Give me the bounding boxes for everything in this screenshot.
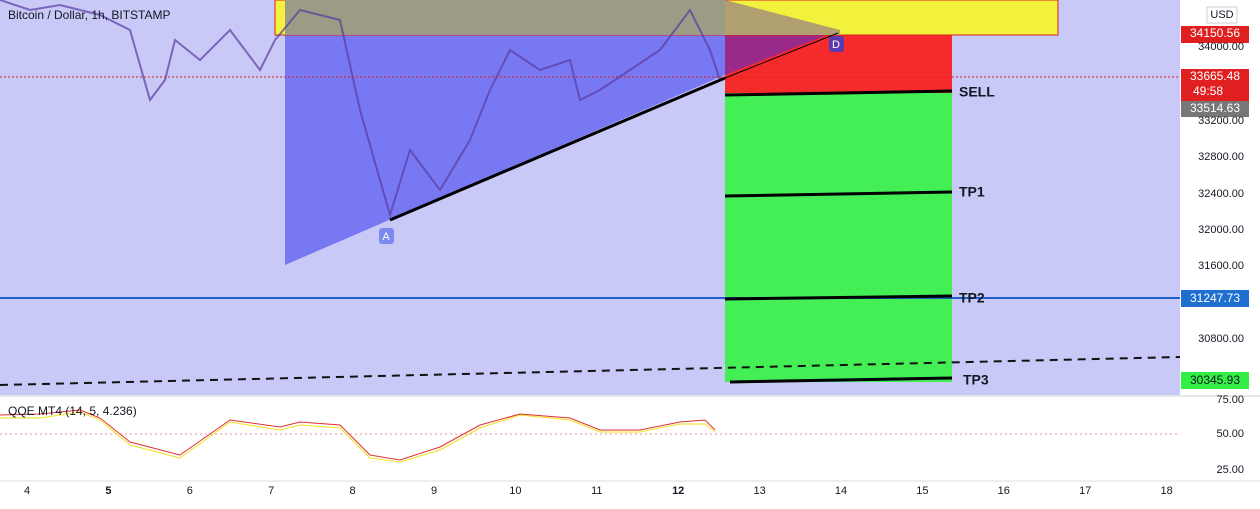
price-path xyxy=(0,0,721,219)
price-tick: 34000.00 xyxy=(1198,41,1244,53)
price-tag-bg xyxy=(1181,372,1249,389)
price-tag: 34150.56 xyxy=(1190,26,1240,40)
tp2-line xyxy=(724,294,953,301)
indicator-tick: 75.00 xyxy=(1216,394,1244,406)
time-tick: 7 xyxy=(268,485,274,497)
indicator-title: QQE MT4 (14, 5, 4.236) xyxy=(8,404,137,418)
time-tick: 18 xyxy=(1160,485,1172,497)
sell-line xyxy=(724,89,953,97)
time-tick: 4 xyxy=(24,485,30,497)
point-a: A xyxy=(382,231,390,243)
trade-label: TP1 xyxy=(959,184,985,200)
countdown: 49:58 xyxy=(1193,84,1223,98)
price-tick: 33200.00 xyxy=(1198,115,1244,127)
currency: USD xyxy=(1210,9,1233,21)
price-tick: 32000.00 xyxy=(1198,224,1244,236)
time-tick: 14 xyxy=(835,485,847,497)
time-tick: 16 xyxy=(998,485,1010,497)
price-tag-bg xyxy=(1181,69,1249,101)
time-tick: 17 xyxy=(1079,485,1091,497)
time-tick: 13 xyxy=(753,485,765,497)
price-tick: 32800.00 xyxy=(1198,151,1244,163)
dashed-trend xyxy=(0,356,1181,386)
point-d: D xyxy=(832,39,840,51)
point-a-bg xyxy=(379,228,394,244)
trade-label: TP3 xyxy=(963,372,989,388)
tp3-line xyxy=(729,376,953,384)
box-overlap xyxy=(285,0,725,35)
tp1-line xyxy=(724,190,953,198)
box-overlap-2 xyxy=(725,0,840,35)
price-tick: 30800.00 xyxy=(1198,333,1244,345)
time-tick: 6 xyxy=(187,485,193,497)
trend-line-2 xyxy=(724,32,839,79)
time-tick: 9 xyxy=(431,485,437,497)
price-tick: 31600.00 xyxy=(1198,260,1244,272)
trend-line xyxy=(389,76,726,222)
price-tag-bg xyxy=(1181,101,1249,117)
trade-label: SELL xyxy=(959,84,995,100)
time-tick: 10 xyxy=(509,485,521,497)
qqe-slow xyxy=(0,411,716,463)
profit-zone xyxy=(725,93,952,382)
time-tick: 8 xyxy=(350,485,356,497)
price-tag: 33514.63 xyxy=(1190,101,1240,115)
price-tag-bg xyxy=(1181,290,1249,307)
price-tag: 30345.93 xyxy=(1190,373,1240,387)
currency-box xyxy=(1206,6,1238,24)
indicator-tick: 50.00 xyxy=(1216,428,1244,440)
price-tick: 32400.00 xyxy=(1198,188,1244,200)
trade-label: TP2 xyxy=(959,290,985,306)
time-tick: 12 xyxy=(672,485,684,497)
qqe-fast xyxy=(0,409,716,461)
price-tag: 33665.48 xyxy=(1190,69,1240,83)
price-tag-bg xyxy=(1181,26,1249,43)
point-d-bg xyxy=(829,36,844,52)
indicator-tick: 25.00 xyxy=(1216,464,1244,476)
chart-title: Bitcoin / Dollar, 1h, BITSTAMP xyxy=(8,8,171,22)
price-tag: 31247.73 xyxy=(1190,291,1240,305)
time-tick: 15 xyxy=(916,485,928,497)
time-tick: 5 xyxy=(105,485,111,497)
time-tick: 11 xyxy=(591,485,602,497)
